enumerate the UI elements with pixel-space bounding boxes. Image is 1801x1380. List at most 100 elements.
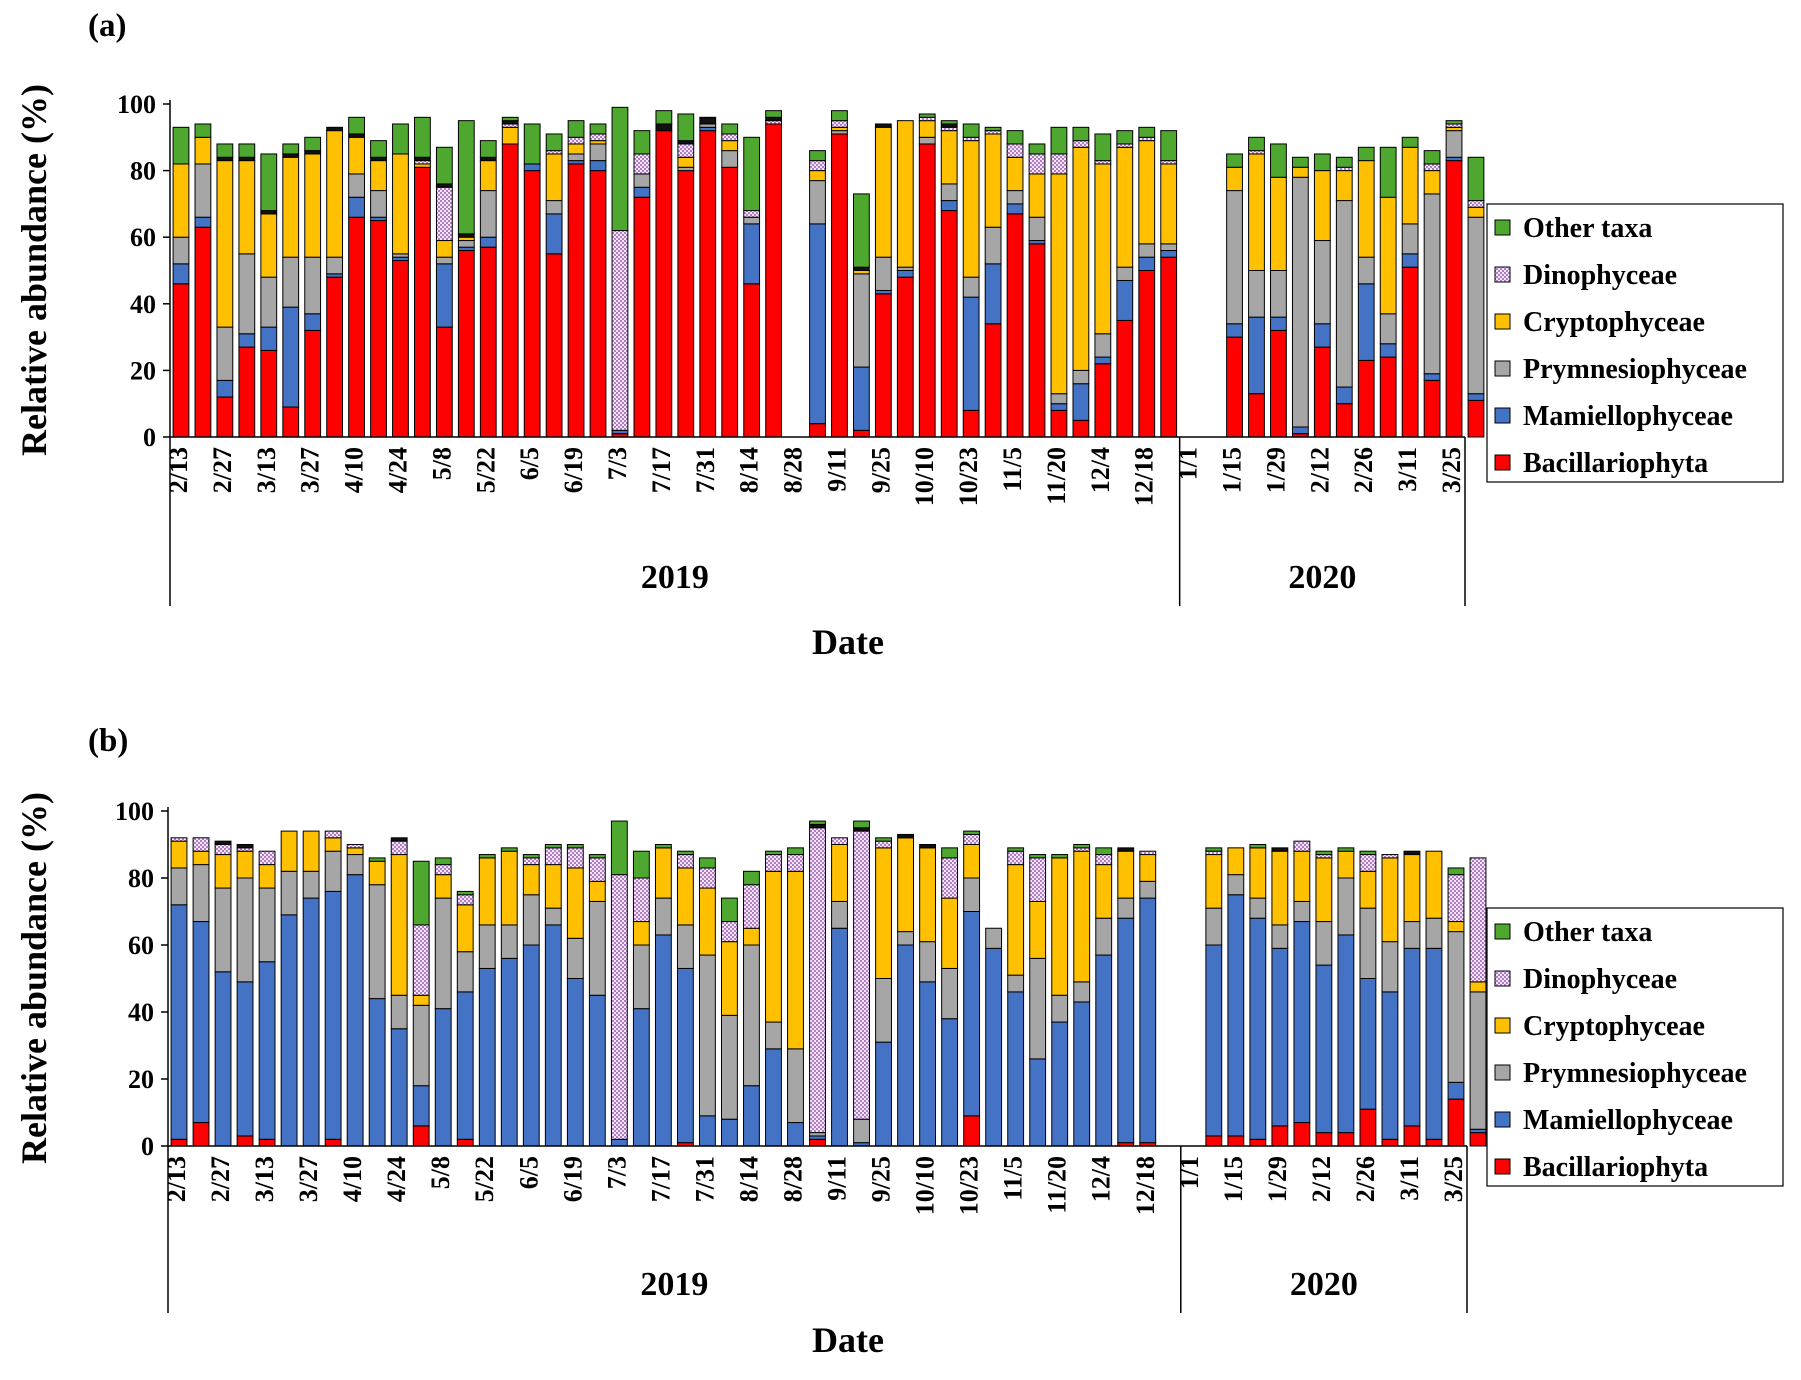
x-tick-label: 8/14 <box>734 1156 763 1202</box>
bar-segment-cryptophyceae <box>370 160 387 192</box>
bar-segment-prymnesiophyceae <box>412 1004 430 1087</box>
y-tick-label: 80 <box>130 157 156 186</box>
bar-segment-dinophyceae <box>743 884 760 929</box>
bar-segment-prymnesiophyceae <box>435 256 453 265</box>
bar-segment-cryptophyceae <box>390 854 408 996</box>
bar-segment-dinophyceae <box>1447 874 1465 923</box>
bar-segment-prymnesiophyceae <box>632 944 650 1010</box>
bar-segment-cryptophyceae <box>544 864 562 909</box>
bar-segment-unlabeled <box>897 833 914 839</box>
bar-segment-prymnesiophyceae <box>962 276 980 298</box>
x-axis-title: Date <box>812 1320 884 1360</box>
bar-segment-prymnesiophyceae <box>654 897 672 936</box>
bar-segment-mamiellophyceae <box>1007 991 1025 1147</box>
bar-segment-prymnesiophyceae <box>874 256 892 291</box>
bar-segment-cryptophyceae <box>1315 857 1333 923</box>
bar-segment-other-taxa <box>194 123 212 138</box>
bar-segment-unlabeled <box>1117 847 1135 852</box>
bar-segment-prymnesiophyceae <box>1116 266 1134 281</box>
bar-segment-bacillariophyta <box>324 1138 342 1147</box>
bar-segment-prymnesiophyceae <box>1447 931 1465 1083</box>
bar-segment-bacillariophyta <box>414 166 431 438</box>
bar-segment-other-taxa <box>743 136 761 212</box>
bar-segment-prymnesiophyceae <box>1403 921 1421 949</box>
legend-label: Bacillariophyta <box>1523 448 1708 479</box>
bar-segment-other-taxa <box>676 850 694 856</box>
bar-segment-bacillariophyta <box>874 293 892 438</box>
x-tick-label: 6/5 <box>515 447 544 480</box>
x-tick-label: 12/4 <box>1086 447 1115 493</box>
bar-segment-other-taxa <box>611 106 629 232</box>
bar-segment-dinophyceae <box>721 133 739 142</box>
bar-segment-prymnesiophyceae <box>743 944 760 1087</box>
bar-segment-prymnesiophyceae <box>809 1132 826 1137</box>
bar-segment-prymnesiophyceae <box>852 273 870 368</box>
bar-segment-dinophyceae <box>324 830 342 839</box>
bar-segment-dinophyceae <box>633 153 651 175</box>
bar-segment-prymnesiophyceae <box>1359 907 1377 980</box>
bar-segment-cryptophyceae <box>1425 850 1443 919</box>
legend-swatch-cryptophyceae <box>1494 1017 1511 1034</box>
bar-segment-cryptophyceae <box>368 860 386 886</box>
bar-segment-mamiellophyceae <box>1401 253 1419 268</box>
bar-segment-mamiellophyceae <box>1359 978 1377 1110</box>
bar-segment-cryptophyceae <box>324 837 342 852</box>
bar-segment-cryptophyceae <box>214 854 232 889</box>
bar-segment-bacillariophyta <box>831 133 848 438</box>
bar-segment-prymnesiophyceae <box>1006 190 1024 205</box>
bar-segment-mamiellophyceae <box>478 967 496 1147</box>
bar-segment-cryptophyceae <box>1249 847 1267 899</box>
y-tick-label: 80 <box>128 864 154 893</box>
bar-segment-bacillariophyta <box>456 1138 474 1147</box>
bar-segment-cryptophyceae <box>1381 857 1399 943</box>
bar-segment-mamiellophyceae <box>962 296 980 411</box>
bar-segment-cryptophyceae <box>1291 166 1309 178</box>
bar-segment-other-taxa <box>1029 854 1047 859</box>
bar-segment-mamiellophyceae <box>1249 917 1267 1140</box>
bar-segment-mamiellophyceae <box>1094 356 1112 365</box>
bar-segment-unlabeled <box>390 837 408 842</box>
x-tick-label: 3/27 <box>294 1156 323 1202</box>
bar-segment-other-taxa <box>721 123 739 135</box>
bar-segment-mamiellophyceae <box>390 1028 408 1147</box>
bar-segment-other-taxa <box>1006 130 1024 145</box>
x-tick-label: 10/23 <box>955 1156 984 1215</box>
bar-segment-cryptophyceae <box>282 156 300 258</box>
legend-label: Prymnesiophyceae <box>1523 354 1747 385</box>
x-tick-label: 1/15 <box>1218 447 1247 493</box>
bar-segment-mamiellophyceae <box>1138 256 1156 271</box>
bar-segment-cryptophyceae <box>1337 850 1355 879</box>
bar-segment-bacillariophyta <box>501 143 519 438</box>
bar-segment-bacillariophyta <box>1337 1132 1355 1147</box>
bar-segment-cryptophyceae <box>216 160 234 328</box>
bar-segment-other-taxa <box>963 830 981 835</box>
bar-segment-other-taxa <box>412 860 430 926</box>
bar-segment-mamiellophyceae <box>1226 323 1243 338</box>
bar-segment-cryptophyceae <box>566 867 584 939</box>
bar-segment-mamiellophyceae <box>214 971 232 1147</box>
bar-segment-bacillariophyta <box>194 226 212 438</box>
bar-segment-bacillariophyta <box>348 216 365 438</box>
bar-segment-mamiellophyceae <box>984 263 1002 325</box>
bar-segment-prymnesiophyceae <box>1095 917 1113 956</box>
bar-segment-dinophyceae <box>611 230 629 431</box>
bar-segment-bacillariophyta <box>1381 1138 1399 1147</box>
bar-segment-prymnesiophyceae <box>1445 130 1463 158</box>
bar-segment-prymnesiophyceae <box>809 180 826 225</box>
bar-segment-bacillariophyta <box>1094 363 1112 438</box>
x-tick-label: 6/19 <box>558 1156 587 1202</box>
bar-segment-bacillariophyta <box>699 130 717 438</box>
bar-segment-dinophyceae <box>192 837 210 852</box>
bar-segment-bacillariophyta <box>1271 1125 1289 1147</box>
bar-segment-other-taxa <box>941 847 959 859</box>
bar-segment-mamiellophyceae <box>260 326 278 351</box>
x-tick-label: 2/26 <box>1349 447 1378 493</box>
bar-segment-other-taxa <box>457 120 475 235</box>
bar-segment-bacillariophyta <box>677 170 695 438</box>
bar-segment-mamiellophyceae <box>236 981 254 1137</box>
bar-segment-other-taxa <box>523 123 541 165</box>
bar-segment-dinophyceae <box>787 854 804 872</box>
x-tick-label: 2/12 <box>1305 447 1334 493</box>
x-tick-label: 12/18 <box>1131 1156 1160 1215</box>
bar-segment-dinophyceae <box>875 840 892 849</box>
